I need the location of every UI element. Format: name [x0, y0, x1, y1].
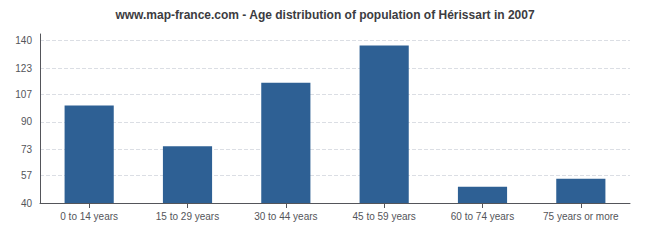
- svg-text:123: 123: [15, 63, 32, 74]
- svg-text:60 to 74 years: 60 to 74 years: [451, 211, 514, 222]
- svg-text:57: 57: [21, 170, 33, 181]
- svg-text:www.map-france.com - Age distr: www.map-france.com - Age distribution of…: [114, 8, 534, 22]
- svg-text:107: 107: [15, 89, 32, 100]
- svg-text:15 to 29 years: 15 to 29 years: [156, 211, 219, 222]
- svg-text:40: 40: [21, 198, 33, 209]
- svg-text:140: 140: [15, 35, 32, 46]
- svg-text:30 to 44 years: 30 to 44 years: [254, 211, 317, 222]
- svg-text:45 to 59 years: 45 to 59 years: [352, 211, 415, 222]
- svg-text:90: 90: [21, 116, 33, 127]
- svg-text:75 years or more: 75 years or more: [543, 211, 619, 222]
- svg-text:73: 73: [21, 144, 33, 155]
- svg-text:0 to 14 years: 0 to 14 years: [60, 211, 118, 222]
